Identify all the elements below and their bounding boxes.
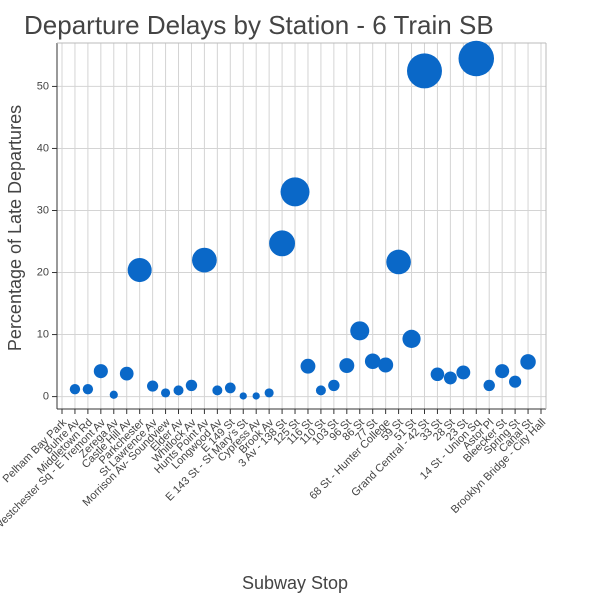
bubble — [300, 358, 316, 374]
bubble — [443, 371, 457, 385]
bubble — [224, 382, 236, 394]
bubble — [127, 258, 152, 283]
bubble — [350, 321, 370, 341]
bubble — [509, 375, 522, 388]
bubble — [456, 365, 471, 380]
bubble — [82, 383, 94, 395]
bubble — [147, 380, 159, 392]
bubble — [264, 388, 274, 398]
bubble — [173, 385, 184, 396]
bubble — [119, 366, 134, 381]
y-tick-label: 20 — [37, 266, 49, 278]
bubble — [315, 385, 326, 396]
bubble — [192, 247, 217, 273]
bubble — [430, 367, 445, 382]
bubble — [93, 364, 108, 379]
bubble — [109, 390, 118, 399]
bubble — [269, 230, 296, 257]
bubble — [328, 379, 340, 392]
bubble — [386, 249, 411, 275]
bubble — [69, 383, 81, 395]
bubble — [483, 379, 495, 392]
x-axis-title: Subway Stop — [242, 573, 348, 593]
bubble — [212, 385, 223, 396]
plot-area — [57, 43, 546, 409]
chart-title: Departure Delays by Station - 6 Train SB — [24, 10, 494, 40]
bubble — [280, 177, 310, 207]
bubble — [458, 40, 495, 77]
y-tick-label: 40 — [37, 142, 49, 154]
bubble — [239, 392, 247, 400]
bubble — [161, 388, 171, 398]
bubble — [364, 353, 381, 370]
y-tick-label: 30 — [37, 204, 49, 216]
bubble — [495, 364, 510, 379]
y-tick-label: 50 — [37, 80, 49, 92]
y-tick-label: 0 — [43, 390, 49, 402]
bubble — [185, 379, 198, 392]
bubble — [520, 354, 536, 370]
y-tick-label: 10 — [37, 328, 49, 340]
bubble — [378, 357, 394, 373]
bubble — [252, 392, 260, 400]
bubble — [402, 329, 421, 349]
y-axis-title: Percentage of Late Departures — [5, 105, 25, 351]
bubble — [406, 53, 442, 89]
bubble — [339, 358, 355, 374]
